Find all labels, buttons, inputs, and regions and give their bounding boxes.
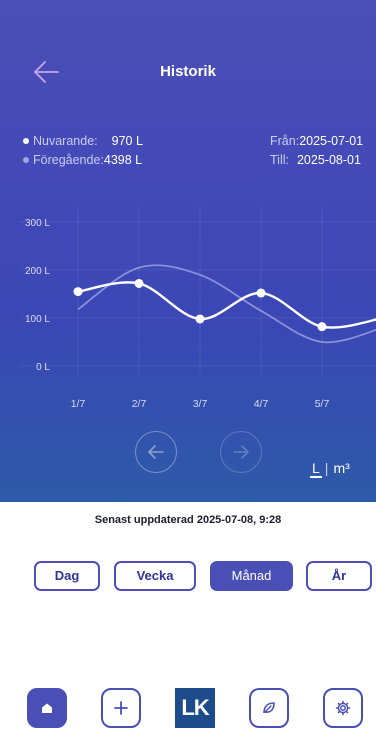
home-icon bbox=[42, 703, 52, 713]
leaf-icon bbox=[263, 702, 275, 714]
page-title: Historik bbox=[160, 63, 216, 80]
tab-month[interactable]: Månad bbox=[210, 561, 293, 591]
previous-consumption-row: Föregående:4398 L bbox=[23, 151, 143, 170]
current-data-point[interactable] bbox=[134, 278, 144, 288]
eco-nav-button[interactable] bbox=[249, 688, 289, 728]
date-range: Från:2025-07-01 Till: 2025-08-01 bbox=[270, 132, 363, 170]
unit-liters-button[interactable]: L bbox=[310, 460, 322, 478]
last-updated-text: Senast uppdaterad 2025-07-08, 9:28 bbox=[94, 514, 282, 526]
tab-week[interactable]: Vecka bbox=[114, 561, 196, 591]
tab-day[interactable]: Dag bbox=[34, 561, 100, 591]
previous-value: 4398 L bbox=[103, 153, 143, 167]
tab-year[interactable]: År bbox=[306, 561, 372, 591]
previous-series-dot-icon bbox=[23, 157, 29, 163]
from-date-row: Från:2025-07-01 bbox=[270, 132, 363, 151]
to-date-row: Till: 2025-08-01 bbox=[270, 151, 363, 170]
unit-cubic-meters-button[interactable]: m³ bbox=[333, 460, 350, 476]
unit-toggle: L | m³ bbox=[310, 460, 352, 478]
brand-logo-button[interactable]: LK bbox=[175, 688, 215, 728]
bottom-navigation: LK bbox=[0, 688, 376, 735]
y-tick-label: 300 L bbox=[25, 218, 50, 229]
consumption-summary: Nuvarande: 970 L Föregående:4398 L bbox=[23, 132, 143, 170]
add-nav-button[interactable] bbox=[101, 688, 141, 728]
gear-icon bbox=[335, 700, 351, 716]
from-date: 2025-07-01 bbox=[299, 134, 364, 148]
x-tick-label: 2/7 bbox=[132, 398, 147, 410]
brand-logo: LK bbox=[181, 695, 209, 720]
current-consumption-row: Nuvarande: 970 L bbox=[23, 132, 143, 151]
arrow-left-icon bbox=[148, 445, 164, 459]
unit-separator: | bbox=[324, 460, 329, 476]
to-date: 2025-08-01 bbox=[296, 153, 361, 167]
current-series-dot-icon bbox=[23, 138, 29, 144]
back-arrow-icon[interactable] bbox=[30, 58, 62, 86]
previous-period-button[interactable] bbox=[135, 431, 177, 473]
x-tick-label: 1/7 bbox=[71, 398, 86, 410]
y-tick-label: 100 L bbox=[25, 314, 50, 325]
arrow-right-icon bbox=[233, 445, 249, 459]
x-tick-label: 4/7 bbox=[254, 398, 269, 410]
current-data-point[interactable] bbox=[73, 287, 83, 297]
y-tick-label: 200 L bbox=[25, 266, 50, 277]
current-label: Nuvarande: bbox=[33, 134, 98, 148]
y-tick-label: 0 L bbox=[36, 362, 50, 373]
from-label: Från: bbox=[270, 134, 300, 148]
history-panel: Historik Nuvarande: 970 L Föregående:4398… bbox=[0, 0, 376, 502]
plus-icon bbox=[114, 701, 128, 715]
x-tick-label: 3/7 bbox=[193, 398, 208, 410]
home-nav-button[interactable] bbox=[27, 688, 67, 728]
previous-label: Föregående: bbox=[33, 153, 104, 167]
current-data-point[interactable] bbox=[317, 322, 327, 332]
next-period-button[interactable] bbox=[220, 431, 262, 473]
current-value: 970 L bbox=[111, 134, 143, 148]
to-label: Till: bbox=[270, 153, 289, 167]
current-data-point[interactable] bbox=[256, 288, 266, 298]
current-data-point[interactable] bbox=[195, 314, 205, 324]
previous-series-line bbox=[77, 264, 376, 344]
settings-nav-button[interactable] bbox=[323, 688, 363, 728]
x-tick-label: 5/7 bbox=[315, 398, 330, 410]
